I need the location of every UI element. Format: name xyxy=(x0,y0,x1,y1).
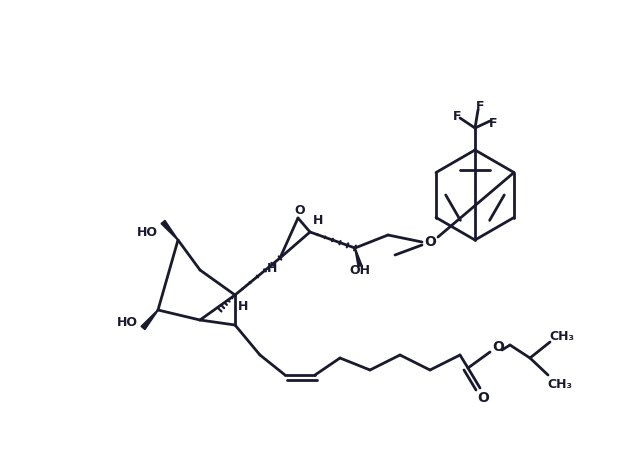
Text: HO: HO xyxy=(117,315,138,329)
Text: O: O xyxy=(424,235,436,249)
Text: H: H xyxy=(313,213,323,227)
Text: H: H xyxy=(267,261,277,274)
Text: CH₃: CH₃ xyxy=(547,378,573,392)
Text: CH₃: CH₃ xyxy=(550,330,575,344)
Text: F: F xyxy=(489,117,497,130)
Text: F: F xyxy=(476,100,484,112)
Text: HO: HO xyxy=(137,226,158,238)
Polygon shape xyxy=(355,248,362,266)
Text: O: O xyxy=(492,340,504,354)
Text: O: O xyxy=(294,204,305,217)
Text: OH: OH xyxy=(349,264,371,276)
Text: F: F xyxy=(452,110,461,123)
Polygon shape xyxy=(161,220,178,240)
Text: O: O xyxy=(477,391,489,405)
Polygon shape xyxy=(141,310,158,329)
Text: H: H xyxy=(238,300,248,313)
